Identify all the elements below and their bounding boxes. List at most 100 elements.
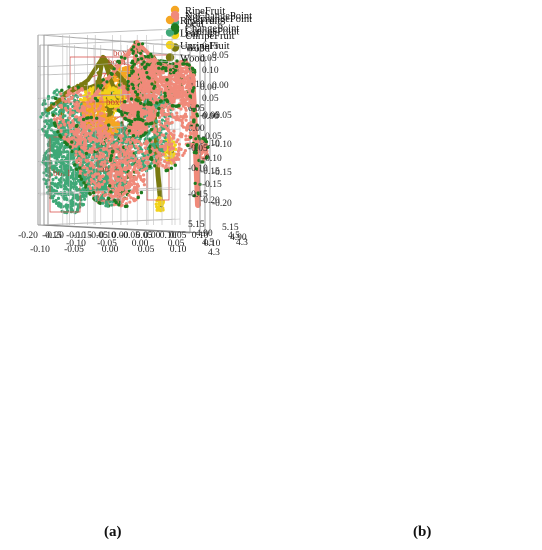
no-change-point: [101, 191, 104, 194]
no-change-point: [136, 188, 139, 191]
y-tick-label: 0.05: [212, 51, 229, 61]
no-change-point: [64, 133, 67, 136]
no-change-point: [141, 157, 144, 160]
no-change-point: [132, 154, 135, 157]
no-change-point: [58, 104, 61, 107]
no-change-point: [133, 168, 136, 171]
no-change-point: [144, 146, 147, 149]
no-change-point: [75, 150, 78, 153]
no-change-point: [105, 157, 108, 160]
ripe-fruit-point: [108, 116, 111, 119]
change-point: [77, 86, 80, 89]
change-point: [90, 116, 93, 119]
no-change-point: [59, 115, 62, 118]
leaf-point: [58, 203, 61, 206]
leaf-point: [47, 128, 50, 131]
no-change-point: [63, 123, 66, 126]
x-tick-label: 0.00: [144, 231, 161, 241]
change-point: [70, 150, 73, 153]
leaf-point: [46, 122, 49, 125]
no-change-point: [67, 90, 70, 93]
no-change-point: [78, 141, 81, 144]
no-change-point: [109, 175, 112, 178]
no-change-point: [78, 89, 81, 92]
leaf-point: [85, 192, 88, 195]
no-change-point: [89, 136, 92, 139]
change-point: [107, 197, 110, 200]
no-change-point: [181, 124, 184, 127]
no-change-point: [79, 152, 82, 155]
no-change-point: [131, 138, 134, 141]
leaf-point: [65, 198, 68, 201]
leaf-point: [53, 138, 56, 141]
wood-point: [123, 82, 126, 85]
no-change-point: [128, 145, 131, 148]
unripe-fruit-point: [90, 88, 93, 91]
no-change-point: [112, 164, 115, 167]
no-change-point: [63, 136, 66, 139]
leaf-point: [108, 200, 111, 203]
x-tick-label: 0.05: [170, 231, 187, 241]
no-change-point: [142, 173, 145, 176]
leaf-point: [44, 182, 47, 185]
no-change-point: [136, 183, 139, 186]
no-change-point: [125, 140, 128, 143]
no-change-point: [90, 161, 93, 164]
no-change-point: [83, 123, 86, 126]
no-change-point: [123, 168, 126, 171]
no-change-point: [89, 133, 92, 136]
no-change-point: [67, 100, 70, 103]
leaf-point: [59, 179, 62, 182]
leaf-point: [72, 156, 75, 159]
no-change-point: [158, 136, 161, 139]
no-change-point: [110, 180, 113, 183]
no-change-point: [80, 133, 83, 136]
no-change-point: [137, 166, 140, 169]
leaf-point: [83, 198, 86, 201]
no-change-point: [69, 108, 72, 111]
no-change-point: [96, 123, 99, 126]
no-change-point: [67, 140, 70, 143]
leaf-point: [54, 184, 57, 187]
no-change-point: [92, 137, 95, 140]
leaf-point: [151, 136, 154, 139]
no-change-point: [121, 174, 124, 177]
no-change-point: [123, 192, 126, 195]
leaf-point: [53, 142, 56, 145]
no-change-point: [103, 160, 106, 163]
leaf-point: [62, 196, 65, 199]
no-change-point: [140, 150, 143, 153]
no-change-point: [171, 121, 174, 124]
no-change-point: [122, 198, 125, 201]
leaf-point: [64, 166, 67, 169]
unripe-fruit-point: [103, 91, 106, 94]
no-change-point: [122, 151, 125, 154]
no-change-point: [74, 153, 77, 156]
no-change-point: [86, 104, 89, 107]
no-change-point: [146, 141, 149, 144]
unripe-fruit-point: [107, 87, 110, 90]
change-point: [70, 140, 73, 143]
no-change-point: [59, 92, 62, 95]
change-point: [56, 130, 59, 133]
change-point: [88, 192, 91, 195]
leaf-point: [60, 185, 63, 188]
no-change-point: [103, 194, 106, 197]
change-point: [78, 175, 81, 178]
no-change-point: [118, 193, 121, 196]
leaf-point: [48, 134, 51, 137]
wood-point: [56, 100, 59, 103]
no-change-point: [89, 140, 92, 143]
y-tick-label: -0.05: [202, 132, 222, 142]
y-tick-label: 0.10: [202, 66, 219, 76]
no-change-point: [116, 170, 119, 173]
no-change-point: [75, 130, 78, 133]
leaf-point: [63, 146, 66, 149]
no-change-point: [137, 172, 140, 175]
change-point: [194, 182, 197, 185]
no-change-point: [127, 149, 130, 152]
leaf-point: [63, 114, 66, 117]
wood-point: [79, 82, 82, 85]
no-change-point: [115, 149, 118, 152]
no-change-point: [130, 183, 133, 186]
